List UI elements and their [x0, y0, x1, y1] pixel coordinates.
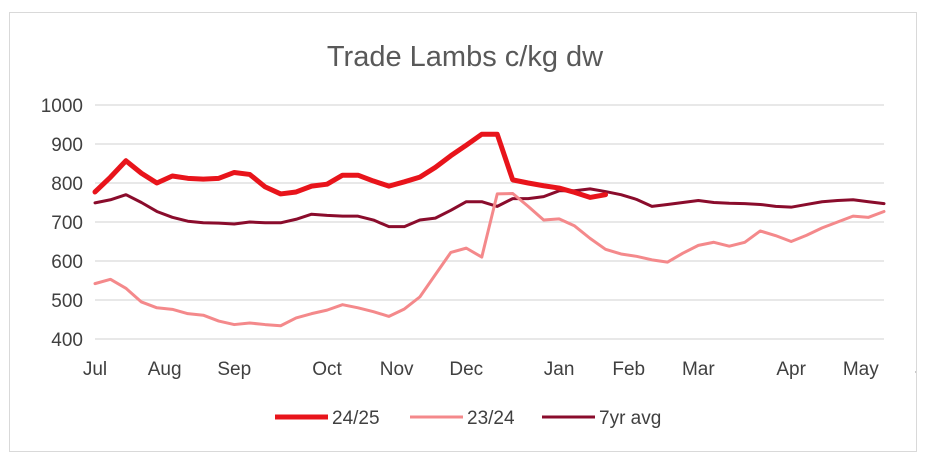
y-tick-label: 700	[51, 213, 83, 234]
x-tick-label: Dec	[449, 359, 483, 380]
chart-frame: Trade Lambs c/kg dw 400 500 600 700 800 900 10…	[9, 12, 917, 452]
x-tick-label: Oct	[312, 359, 342, 380]
x-tick-label: Jul	[83, 359, 107, 380]
y-tick-label: 500	[51, 291, 83, 312]
x-axis-ticks: Jul Aug Sep Oct Nov Dec Jan Feb Mar Apr May Jun	[83, 359, 916, 380]
x-tick-label: Feb	[612, 359, 645, 380]
x-tick-label: Jan	[544, 359, 575, 380]
legend-label-23-24: 23/24	[467, 408, 515, 429]
y-tick-label: 900	[51, 135, 83, 156]
legend-label-24-25: 24/25	[332, 408, 380, 429]
y-axis-ticks: 400 500 600 700 800 900 1000	[41, 96, 83, 351]
x-tick-label: Aug	[148, 359, 182, 380]
x-tick-label: Nov	[380, 359, 414, 380]
x-tick-label: Apr	[776, 359, 806, 380]
series-line-24-25	[92, 131, 609, 200]
x-tick-label: May	[843, 359, 879, 380]
legend: 24/25 23/24 7yr avg	[275, 408, 661, 429]
y-tick-label: 800	[51, 174, 83, 195]
line-chart: Trade Lambs c/kg dw 400 500 600 700 800 900 10…	[41, 41, 916, 429]
x-tick-label: Jun	[915, 359, 916, 380]
x-tick-label: Mar	[682, 359, 715, 380]
gridlines	[95, 104, 884, 340]
x-tick-label: Sep	[217, 359, 251, 380]
series-line-7yr-avg	[93, 187, 886, 229]
y-tick-label: 600	[51, 252, 83, 273]
chart-title: Trade Lambs c/kg dw	[327, 41, 604, 73]
series-line-23-24	[93, 192, 886, 328]
legend-label-7yr-avg: 7yr avg	[599, 408, 661, 429]
series-lines	[92, 131, 886, 328]
y-tick-label: 400	[51, 330, 83, 351]
y-tick-label: 1000	[41, 96, 83, 117]
